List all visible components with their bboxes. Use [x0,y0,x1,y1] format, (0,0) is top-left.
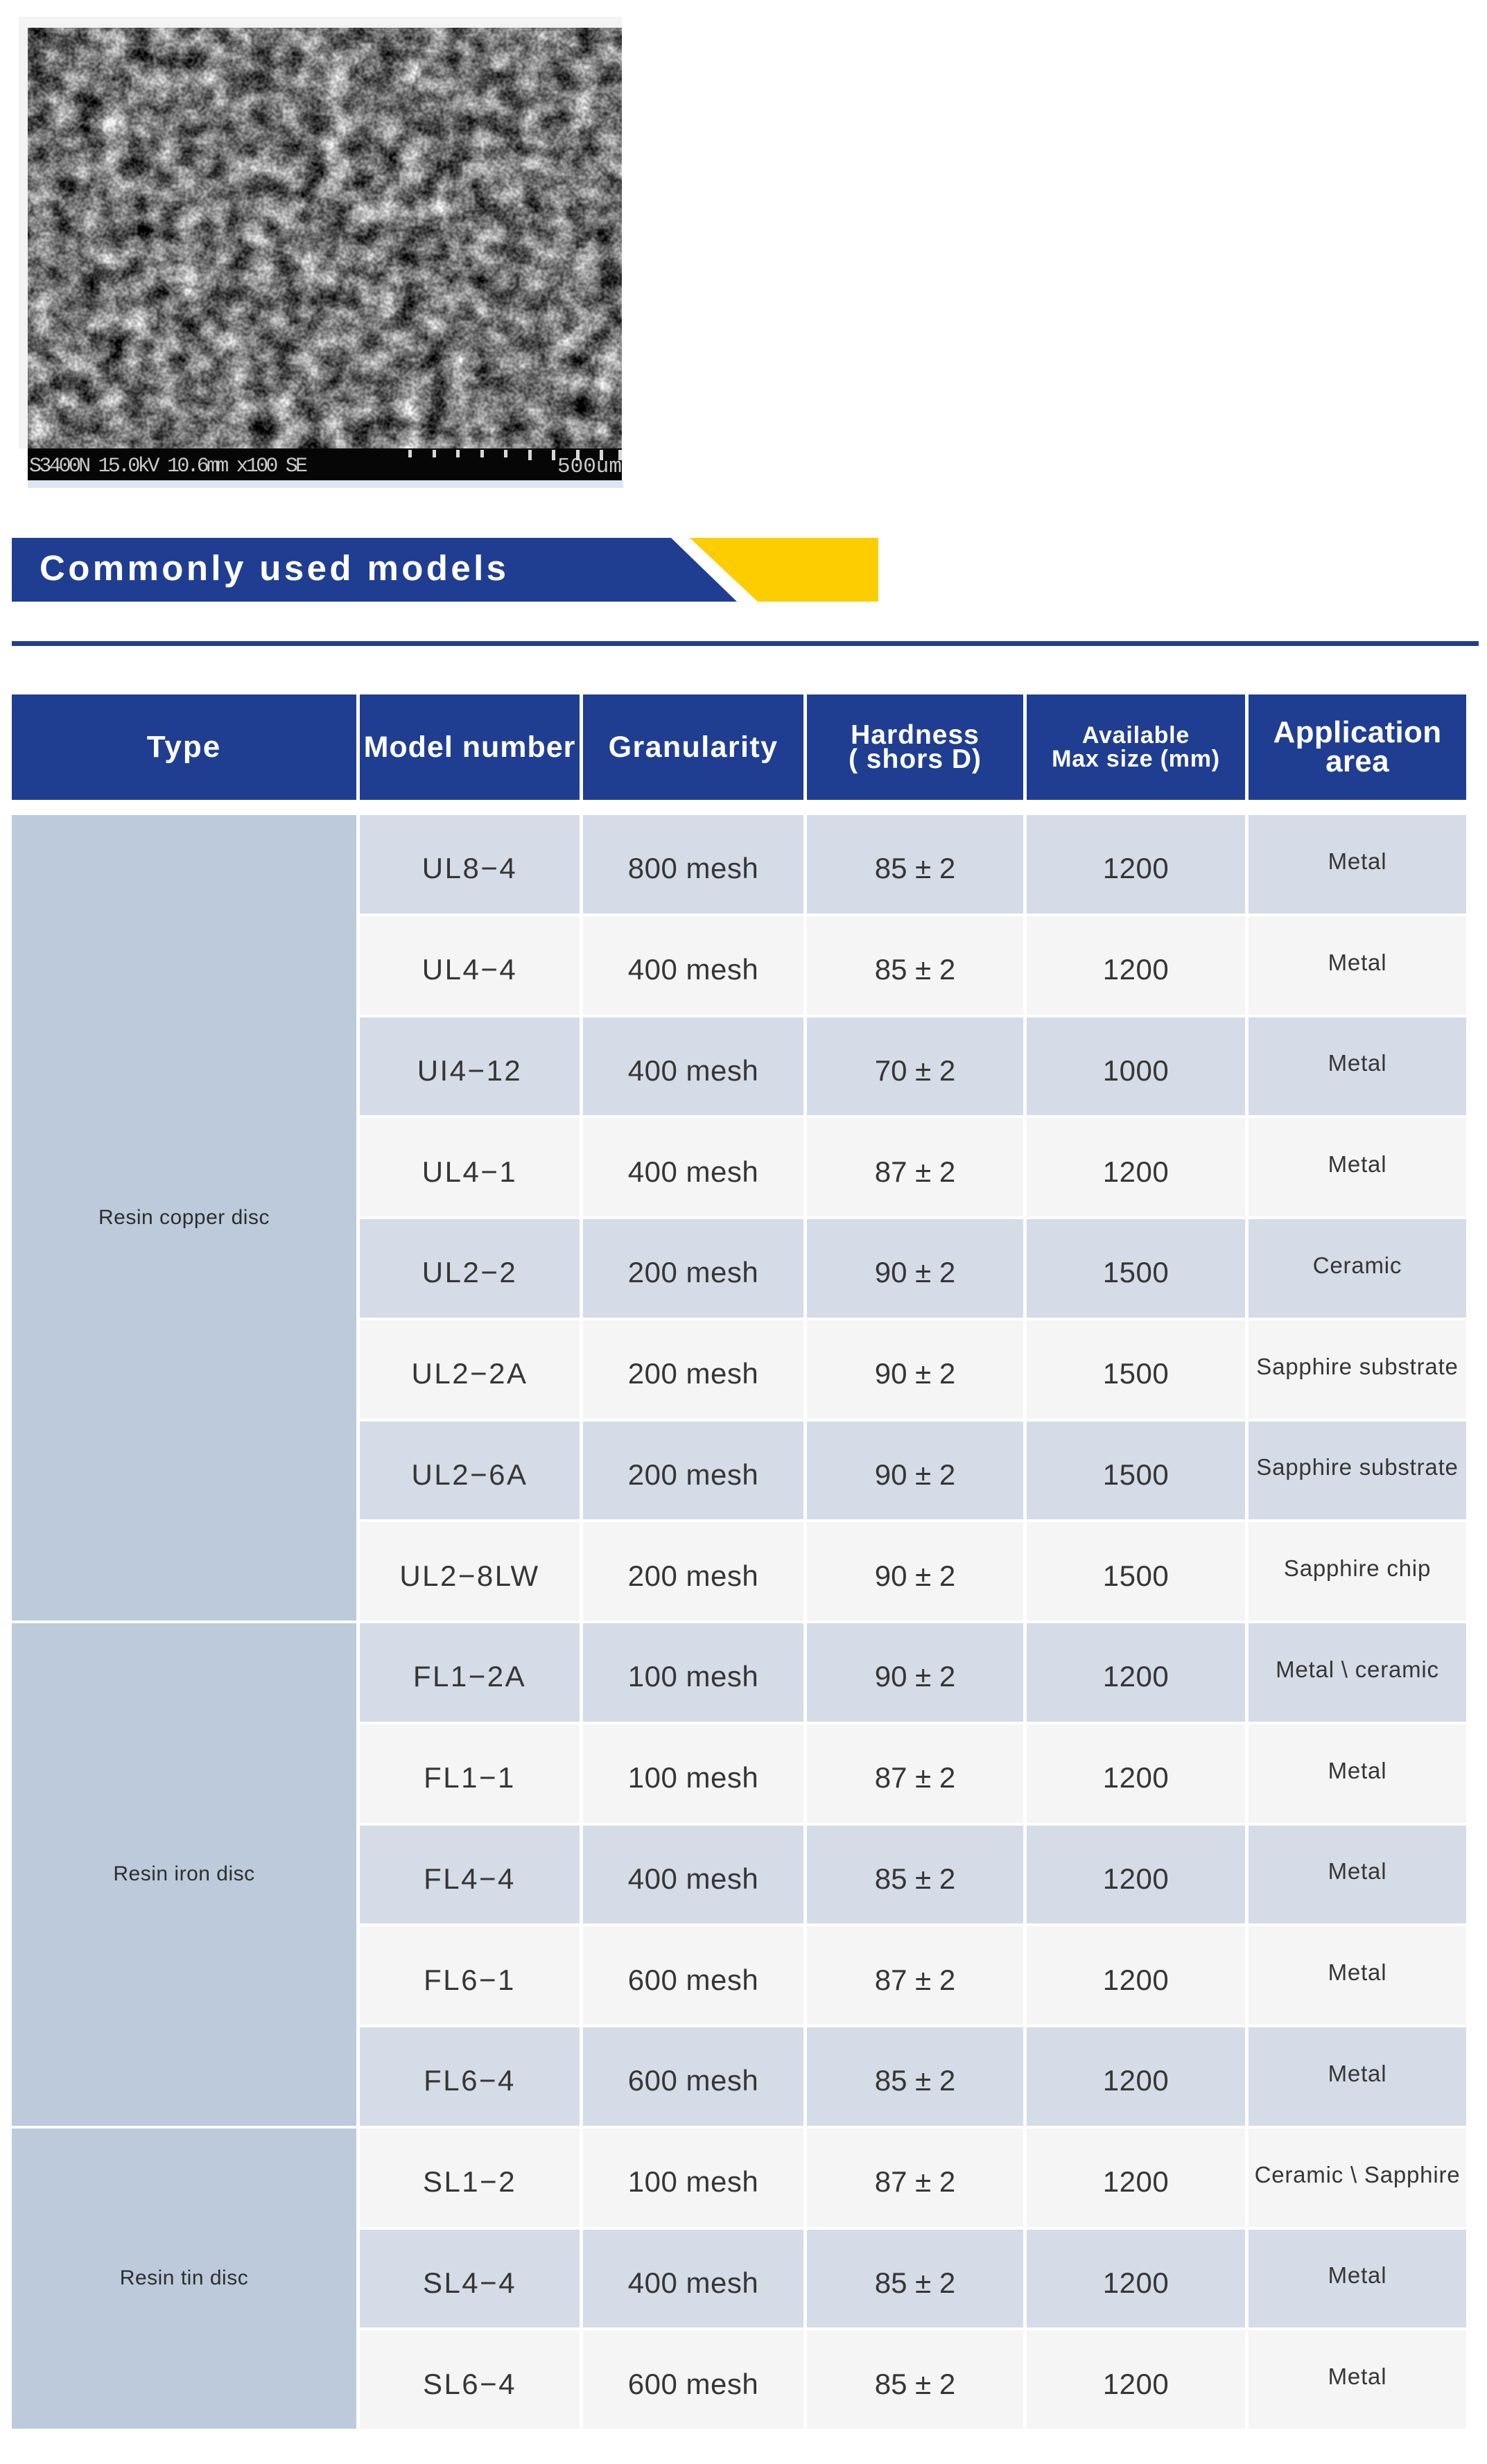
svg-text:500um: 500um [557,455,622,479]
svg-text:S3400N 15.0kV 10.6mm x100 SE: S3400N 15.0kV 10.6mm x100 SE [29,455,308,478]
